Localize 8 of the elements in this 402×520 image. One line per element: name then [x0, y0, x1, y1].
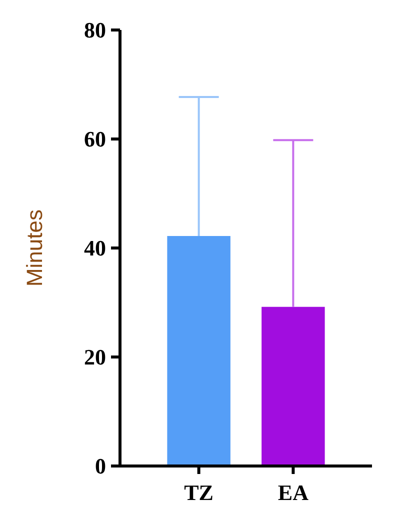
x-tick-label: TZ [184, 480, 214, 505]
y-tick-label: 60 [84, 126, 106, 152]
y-tick-label: 20 [84, 344, 106, 370]
y-tick-label: 0 [95, 454, 106, 479]
y-tick-label: 80 [84, 18, 106, 43]
y-tick-label: 40 [84, 236, 106, 261]
y-axis-title: Minutes [22, 209, 47, 287]
x-tick-label: EA [278, 480, 309, 505]
